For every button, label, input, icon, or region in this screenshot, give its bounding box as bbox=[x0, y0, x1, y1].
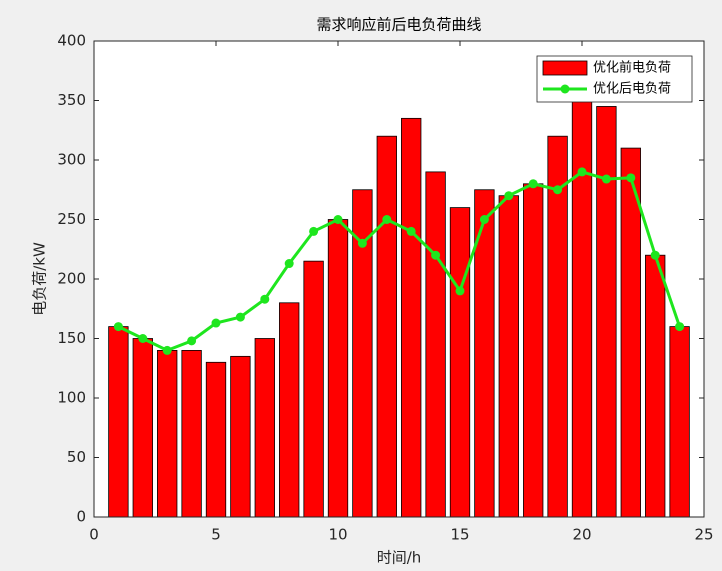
line-marker bbox=[187, 336, 197, 346]
line-marker bbox=[577, 167, 587, 177]
line-marker bbox=[504, 191, 514, 201]
x-tick-label: 10 bbox=[328, 526, 347, 544]
x-tick-label: 5 bbox=[211, 526, 221, 544]
x-tick-label: 15 bbox=[450, 526, 469, 544]
bar bbox=[596, 106, 617, 518]
line-marker bbox=[675, 322, 685, 332]
bar bbox=[279, 302, 300, 518]
line-marker bbox=[162, 345, 172, 355]
bar bbox=[157, 349, 178, 518]
bar bbox=[303, 260, 324, 518]
line-marker bbox=[479, 215, 489, 224]
y-axis-label: 电负荷/kW bbox=[31, 242, 49, 316]
x-axis-label: 时间/h bbox=[377, 549, 422, 567]
line-marker bbox=[113, 322, 123, 332]
bar bbox=[132, 338, 153, 518]
line-marker bbox=[357, 238, 367, 248]
line-marker bbox=[650, 250, 660, 260]
line-marker bbox=[235, 312, 245, 322]
bar bbox=[645, 254, 666, 518]
y-tick-label: 100 bbox=[57, 389, 86, 407]
bar bbox=[254, 338, 275, 518]
y-tick-label: 300 bbox=[57, 151, 86, 169]
chart-title: 需求响应前后电负荷曲线 bbox=[316, 16, 481, 34]
x-tick-label: 25 bbox=[694, 526, 713, 544]
axes-box bbox=[93, 40, 705, 518]
y-tick-label: 0 bbox=[76, 508, 86, 526]
bar bbox=[376, 135, 397, 518]
line-marker bbox=[284, 259, 294, 269]
legend-label: 优化前电负荷 bbox=[593, 60, 671, 76]
line-marker bbox=[260, 294, 270, 304]
bar bbox=[401, 117, 422, 518]
y-tick-label: 250 bbox=[57, 210, 86, 228]
line-marker bbox=[431, 250, 441, 260]
legend-label: 优化后电负荷 bbox=[593, 82, 671, 97]
bar bbox=[425, 171, 446, 518]
bar bbox=[498, 195, 519, 518]
legend-swatch bbox=[542, 60, 588, 76]
bar bbox=[327, 219, 349, 518]
line-marker bbox=[406, 226, 416, 236]
y-tick-label: 150 bbox=[57, 329, 86, 347]
bar bbox=[669, 326, 690, 518]
bar bbox=[449, 207, 471, 518]
y-tick-label: 50 bbox=[67, 448, 86, 466]
line-marker bbox=[528, 179, 538, 189]
line-marker bbox=[553, 185, 563, 195]
line-marker bbox=[138, 334, 148, 343]
line-marker bbox=[626, 173, 636, 183]
x-tick-label: 20 bbox=[572, 526, 591, 544]
line-marker bbox=[601, 174, 611, 184]
bar bbox=[523, 183, 544, 518]
legend-swatch bbox=[560, 84, 570, 94]
y-tick-label: 200 bbox=[57, 270, 86, 288]
line-marker bbox=[309, 226, 319, 236]
line-marker bbox=[211, 318, 221, 328]
y-tick-label: 400 bbox=[57, 32, 86, 50]
bar bbox=[571, 88, 593, 518]
x-tick-label: 0 bbox=[89, 526, 99, 544]
line-marker bbox=[333, 215, 343, 224]
bar bbox=[205, 361, 227, 518]
line-marker bbox=[455, 286, 465, 296]
bar bbox=[181, 349, 202, 518]
y-tick-label: 350 bbox=[57, 91, 86, 109]
bar bbox=[108, 326, 129, 518]
line-marker bbox=[382, 215, 392, 224]
bar bbox=[230, 355, 251, 518]
